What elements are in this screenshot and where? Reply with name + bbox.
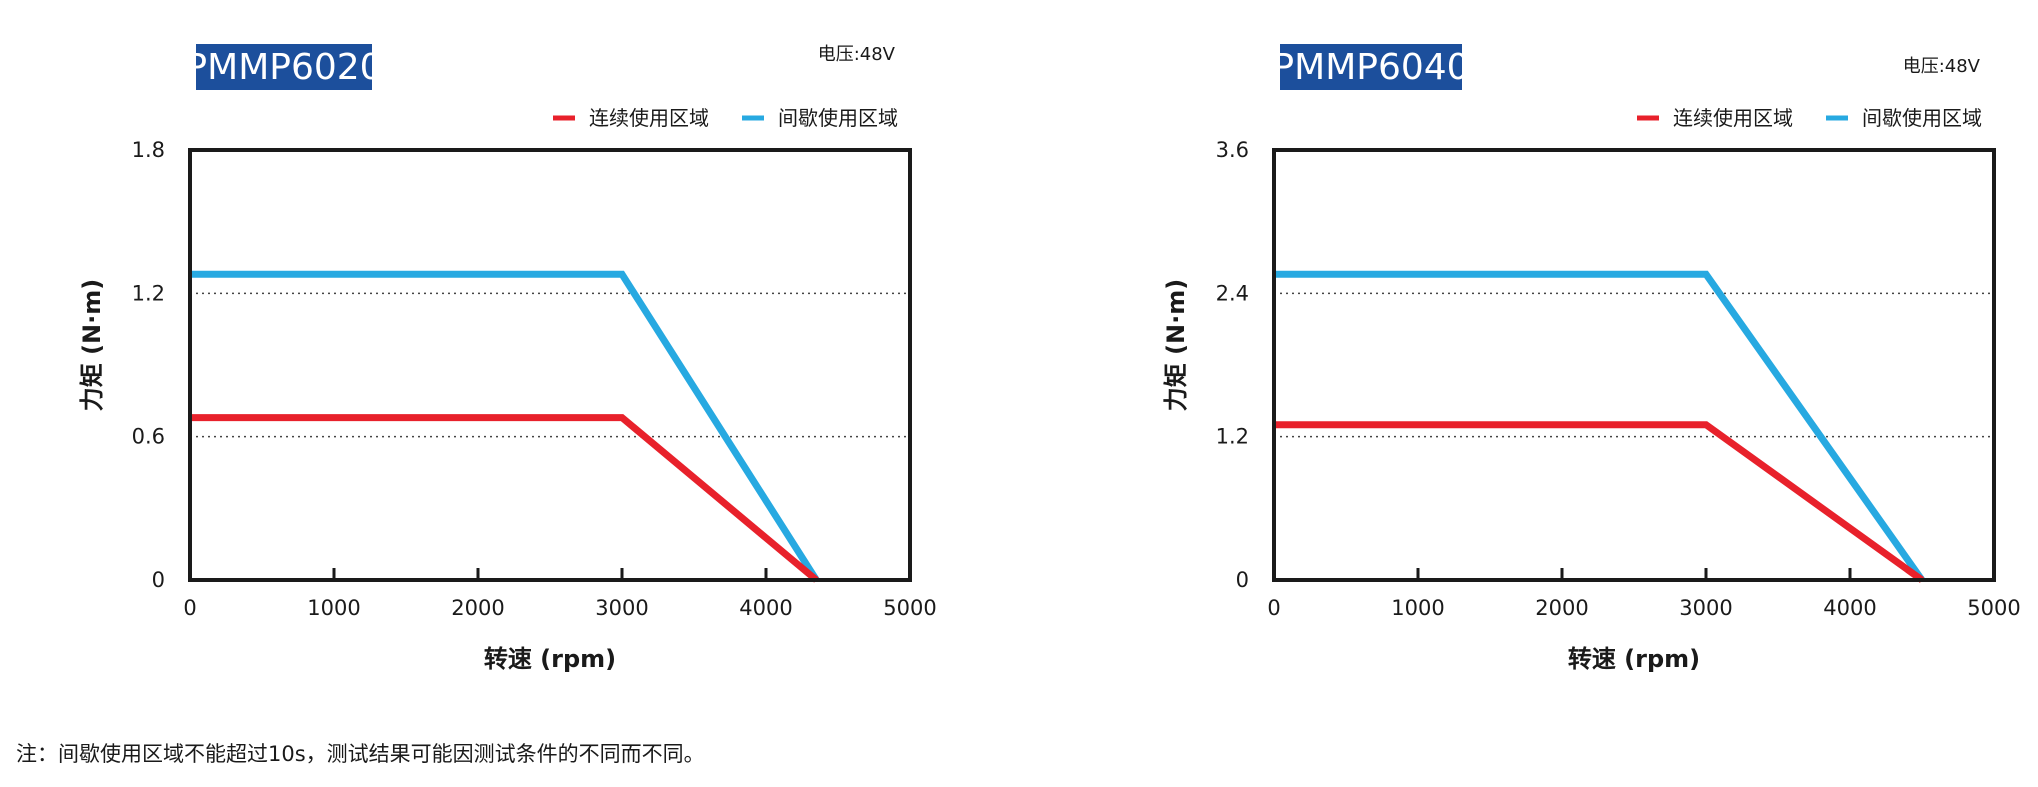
chart-title: PMMP6040	[1272, 47, 1469, 88]
series-line-2	[1274, 270, 1925, 583]
footnote: 注：间歇使用区域不能超过10s，测试结果可能因测试条件的不同而不同。	[16, 742, 705, 766]
x-tick-label: 4000	[1823, 596, 1876, 620]
plot-frame	[188, 148, 912, 582]
y-tick-label: 0.6	[132, 425, 165, 449]
chart-subtitle: 电压:48V	[1903, 56, 1981, 77]
y-tick-label: 0	[1236, 568, 1249, 592]
chart-subtitle: 电压:48V	[818, 44, 896, 65]
x-axis-title: 转速 (rpm)	[484, 645, 616, 673]
x-tick-label: 1000	[1391, 596, 1444, 620]
y-axis-title: 力矩 (N·m)	[1162, 279, 1190, 412]
plot-frame	[1272, 148, 1996, 582]
series-line-2	[190, 270, 820, 582]
x-axis-title: 转速 (rpm)	[1568, 645, 1700, 673]
x-tick-label: 1000	[307, 596, 360, 620]
chart-1: PMMP6020 电压:48V 连续使用区域 间歇使用区域 0 1000 2000 3000 4…	[78, 44, 937, 673]
x-tick-label: 0	[1267, 596, 1280, 620]
series-line-1	[1274, 421, 1925, 583]
legend-label-1: 连续使用区域	[589, 106, 709, 130]
chart-title: PMMP6020	[185, 47, 382, 88]
legend-label-1: 连续使用区域	[1673, 106, 1793, 130]
y-tick-label: 1.8	[132, 138, 165, 162]
x-tick-label: 3000	[1679, 596, 1732, 620]
y-tick-label: 3.6	[1216, 138, 1249, 162]
legend-label-2: 间歇使用区域	[778, 106, 898, 130]
x-tick-label: 2000	[1535, 596, 1588, 620]
y-axis-title: 力矩 (N·m)	[78, 279, 106, 412]
x-tick-label: 4000	[739, 596, 792, 620]
chart-2: PMMP6040 电压:48V 连续使用区域 间歇使用区域 0 1000 2000 3000 4…	[1162, 44, 2021, 673]
chart-title-badge	[196, 44, 372, 90]
x-tick-label: 0	[183, 596, 196, 620]
y-tick-label: 1.2	[1216, 425, 1249, 449]
y-tick-label: 2.4	[1216, 281, 1249, 305]
y-tick-label: 1.2	[132, 281, 165, 305]
x-tick-label: 2000	[451, 596, 504, 620]
chart-title-badge	[1280, 44, 1462, 90]
series-line-1	[190, 414, 819, 583]
x-tick-label: 5000	[883, 596, 936, 620]
y-tick-label: 0	[152, 568, 165, 592]
legend-label-2: 间歇使用区域	[1862, 106, 1982, 130]
x-tick-label: 3000	[595, 596, 648, 620]
x-tick-label: 5000	[1967, 596, 2020, 620]
